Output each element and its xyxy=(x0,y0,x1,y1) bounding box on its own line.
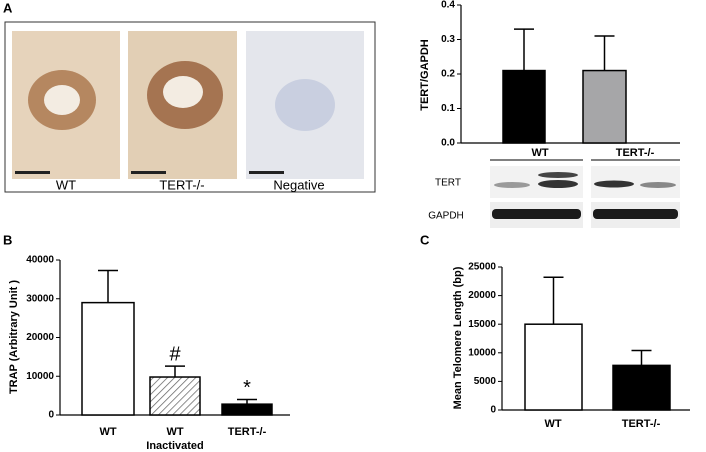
x-tick-label: WT xyxy=(531,147,548,159)
scale-bar xyxy=(15,171,50,174)
x-tick-label: WT xyxy=(99,426,116,438)
y-tick-label: 0.3 xyxy=(441,34,455,45)
blot-label: TERT xyxy=(435,178,461,189)
x-tick-label: TERT-/- xyxy=(228,426,267,438)
y-tick-label: 10000 xyxy=(468,347,496,358)
bar xyxy=(81,301,135,416)
image-label: TERT-/- xyxy=(159,177,204,192)
blot-label: GAPDH xyxy=(428,211,464,222)
bar xyxy=(221,403,273,416)
vessel xyxy=(275,79,335,131)
y-tick-label: 25000 xyxy=(468,262,496,273)
x-tick-label: WT xyxy=(544,418,561,430)
band xyxy=(538,172,578,178)
scale-bar xyxy=(249,171,284,174)
y-tick-label: 30000 xyxy=(26,293,54,304)
y-axis-label: TERT/GAPDH xyxy=(419,39,431,111)
micrograph-panel: WT TERT-/- Negative xyxy=(4,21,376,193)
y-tick-label: 10000 xyxy=(26,371,54,382)
band xyxy=(593,209,678,219)
bar xyxy=(502,69,546,144)
lumen xyxy=(44,85,80,115)
bar xyxy=(149,376,201,416)
bar xyxy=(612,364,671,411)
band xyxy=(492,209,581,219)
panel-label: A xyxy=(3,0,13,15)
band xyxy=(494,182,530,188)
band xyxy=(640,182,676,188)
y-tick-label: 20000 xyxy=(468,290,496,301)
y-tick-label: 0.4 xyxy=(441,0,455,11)
significance-marker: # xyxy=(169,343,181,365)
y-tick-label: 0.1 xyxy=(441,103,455,114)
y-tick-label: 0.0 xyxy=(441,138,455,149)
bar xyxy=(524,323,583,411)
x-tick-label: TERT-/- xyxy=(622,418,661,430)
scale-bar xyxy=(131,171,166,174)
y-tick-label: 0 xyxy=(490,405,496,416)
bar xyxy=(582,69,627,144)
y-tick-label: 20000 xyxy=(26,332,54,343)
y-tick-label: 0.2 xyxy=(441,69,455,80)
y-axis-label: Mean Telomere Length (bp) xyxy=(452,266,464,409)
band xyxy=(538,180,578,188)
x-tick-label: WT xyxy=(166,426,183,438)
panel-label: B xyxy=(3,232,12,247)
image-label: WT xyxy=(56,177,76,192)
x-tick-label: TERT-/- xyxy=(616,147,655,159)
y-axis-label: TRAP (Arbitrary Unit ) xyxy=(8,280,20,394)
significance-marker: * xyxy=(243,377,251,399)
x-axis-label: Inactivated xyxy=(146,440,203,452)
y-tick-label: 0 xyxy=(48,410,54,421)
western-blot: TERT GAPDH xyxy=(428,159,680,228)
y-tick-label: 5000 xyxy=(474,376,497,387)
y-tick-label: 15000 xyxy=(468,319,496,330)
image-label: Negative xyxy=(273,177,324,192)
y-tick-label: 40000 xyxy=(26,255,54,266)
panel-label: C xyxy=(420,232,430,247)
band xyxy=(594,180,634,188)
lumen xyxy=(163,76,203,108)
